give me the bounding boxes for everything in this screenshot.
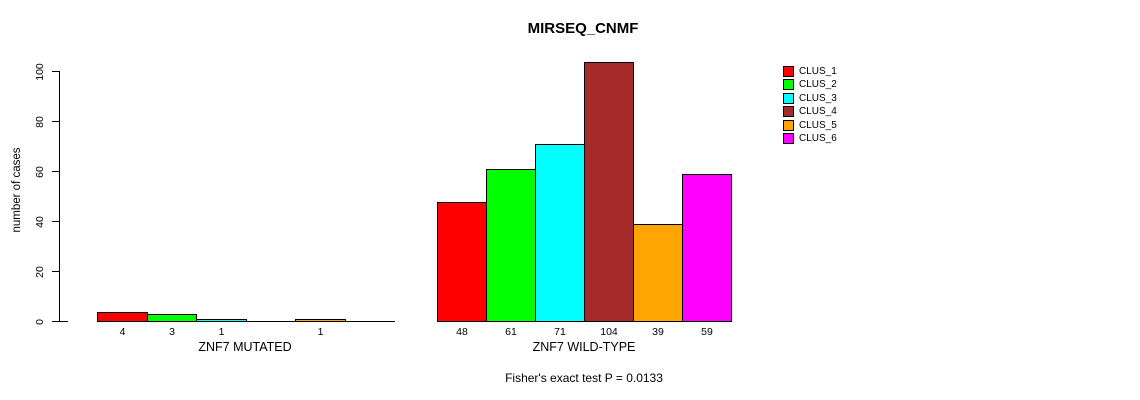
- bar-value-label: 1: [317, 326, 324, 338]
- legend-item-clus_6: CLUS_6: [783, 132, 837, 144]
- legend-swatch: [783, 79, 794, 91]
- y-tick-label: 40: [34, 215, 46, 228]
- y-tick-label: 20: [34, 265, 46, 278]
- legend-item-clus_1: CLUS_1: [783, 66, 837, 77]
- bar-znf7-wild-type-clus_1: [437, 202, 487, 322]
- bar-value-label: 48: [456, 326, 468, 338]
- bar-value-label: 39: [652, 326, 664, 338]
- bar-znf7-mutated-clus_2: [147, 314, 197, 322]
- legend-swatch: [783, 92, 794, 104]
- y-axis-title: number of cases: [11, 147, 23, 233]
- bar-znf7-wild-type-clus_5: [633, 224, 683, 322]
- legend-item-clus_3: CLUS_3: [783, 92, 837, 104]
- bar-znf7-mutated-clus_5: [295, 319, 346, 322]
- legend-label: CLUS_6: [799, 132, 837, 144]
- legend-item-clus_2: CLUS_2: [783, 79, 837, 91]
- bar-znf7-wild-type-clus_6: [682, 174, 732, 322]
- legend-swatch: [783, 132, 794, 144]
- legend-label: CLUS_5: [799, 119, 837, 131]
- group-label-mutated: ZNF7 MUTATED: [198, 340, 292, 354]
- legend-label: CLUS_4: [799, 106, 837, 118]
- bar-znf7-mutated-clus_3: [196, 319, 247, 322]
- bar-znf7-wild-type-clus_2: [486, 169, 536, 322]
- legend: CLUS_1 CLUS_2 CLUS_3 CLUS_4 CLUS_5 CLUS_6: [783, 66, 837, 146]
- legend-item-clus_4: CLUS_4: [783, 106, 837, 118]
- bar-znf7-mutated-clus_1: [97, 312, 148, 322]
- x-axis-stub: [59, 321, 68, 322]
- y-tick: [52, 221, 60, 222]
- y-tick: [52, 71, 60, 72]
- legend-swatch: [783, 66, 794, 77]
- chart-title: MIRSEQ_CNMF: [527, 20, 639, 37]
- bar-value-label: 59: [701, 326, 713, 338]
- group-label-wildtype: ZNF7 WILD-TYPE: [532, 340, 636, 354]
- legend-label: CLUS_3: [799, 92, 837, 104]
- bar-value-label: 61: [505, 326, 517, 338]
- bar-znf7-wild-type-clus_4: [584, 62, 634, 322]
- y-tick-label: 60: [34, 165, 46, 178]
- y-axis-line: [59, 71, 60, 322]
- bar-value-label: 1: [218, 326, 225, 338]
- bar-znf7-mutated-clus_4: [246, 321, 296, 322]
- y-tick: [52, 121, 60, 122]
- legend-label: CLUS_2: [799, 79, 837, 91]
- bar-value-label: 104: [600, 326, 618, 338]
- y-tick: [52, 271, 60, 272]
- y-tick: [52, 171, 60, 172]
- fisher-test-annotation: Fisher's exact test P = 0.0133: [505, 371, 663, 385]
- legend-swatch: [783, 119, 794, 131]
- bar-value-label: 3: [169, 326, 175, 338]
- y-tick-label: 100: [34, 62, 46, 81]
- legend-label: CLUS_1: [799, 66, 837, 77]
- y-tick-label: 0: [34, 318, 46, 325]
- legend-item-clus_5: CLUS_5: [783, 119, 837, 131]
- bar-value-label: 4: [119, 326, 126, 338]
- bar-znf7-mutated-clus_6: [345, 321, 395, 322]
- bar-znf7-wild-type-clus_3: [535, 144, 585, 322]
- y-tick-label: 80: [34, 115, 46, 128]
- legend-swatch: [783, 106, 794, 118]
- bar-value-label: 71: [554, 326, 566, 338]
- y-tick: [52, 321, 60, 322]
